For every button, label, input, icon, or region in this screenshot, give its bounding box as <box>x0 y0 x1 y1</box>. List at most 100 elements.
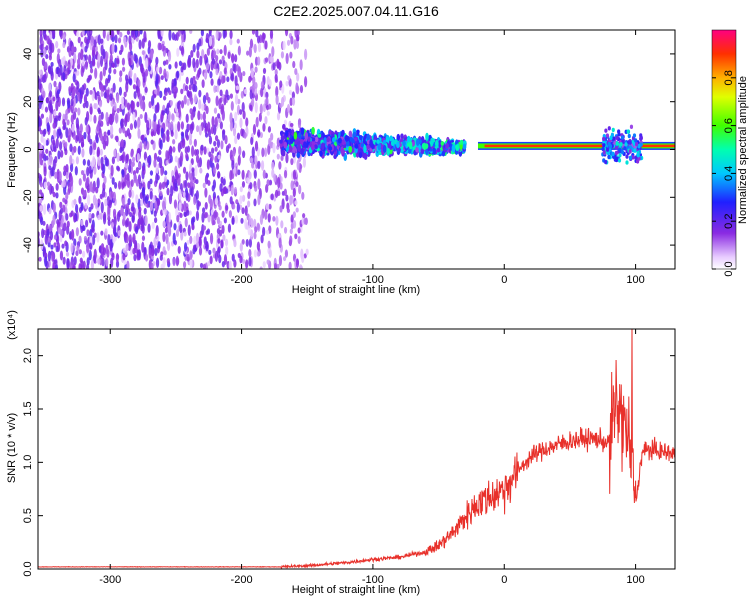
spectrogram-blob <box>207 261 211 267</box>
spectrogram-blob <box>165 150 169 161</box>
spectrogram-blob <box>265 203 269 211</box>
spectrogram-blob <box>173 178 178 187</box>
spectrogram-blob <box>119 31 123 38</box>
spectrogram-blob <box>156 85 160 97</box>
colorbar-gradient <box>711 29 737 270</box>
spectrogram-blob <box>155 163 159 174</box>
spectrogram-blob <box>271 46 275 57</box>
spectrogram-blob <box>180 45 184 56</box>
spectrogram-blob <box>156 235 160 241</box>
spectrogram-blob <box>128 164 132 173</box>
spectrogram-blob <box>52 214 56 225</box>
spectrogram-blob <box>195 232 200 244</box>
spectrogram-blob <box>76 80 80 90</box>
spectrogram-blob <box>634 138 638 143</box>
spectrogram-blob <box>88 249 92 261</box>
spectrogram-blob <box>242 70 246 77</box>
spectrogram-blob <box>190 112 194 121</box>
spectrogram-blob <box>48 207 52 215</box>
spectrogram-blob <box>203 146 207 155</box>
spectrogram-blob <box>191 167 195 173</box>
spectrogram-blob <box>281 149 286 157</box>
spectrogram-blob <box>154 200 158 210</box>
spectrogram-blob <box>64 141 68 148</box>
spectrogram-blob <box>72 73 76 83</box>
spectrogram-blob <box>290 35 294 45</box>
spectrogram-blob <box>122 253 126 261</box>
spectrogram-blob <box>180 100 185 109</box>
spectrogram-blob <box>158 182 163 190</box>
spectrogram-blob <box>102 48 106 60</box>
spectrogram-blob <box>351 138 355 144</box>
spectrogram-blob <box>166 187 170 196</box>
spectrogram-blob <box>602 142 606 148</box>
spectrogram-blob <box>41 57 46 67</box>
spectrogram-blob <box>164 170 168 176</box>
spectrogram-blob <box>376 139 380 144</box>
spectrogram-blob <box>222 234 226 242</box>
spectrogram-blob <box>231 253 235 262</box>
spectrogram-blob <box>184 84 189 92</box>
spectrogram-blob <box>191 145 195 157</box>
spectrogram-blob <box>213 85 217 93</box>
spectrogram-blob <box>186 240 190 245</box>
spectrogram-blob <box>125 234 129 244</box>
spectrogram-blob <box>153 158 157 168</box>
spectrogram-blob <box>111 62 116 68</box>
spectrogram-blob <box>254 66 258 73</box>
spectrogram-blob <box>69 212 73 218</box>
spectrogram-blob <box>215 54 219 62</box>
spectrogram-blob <box>267 240 271 249</box>
spectrogram-blob <box>276 137 280 148</box>
spectrogram-blob <box>55 115 59 122</box>
colorbar: 0.0 0.2 0.4 0.6 0.8 Normalized spectral ampl… <box>711 29 749 277</box>
spectrogram-blob <box>171 113 175 121</box>
spectrogram-blob <box>219 121 223 130</box>
spectrogram-blob <box>271 161 275 170</box>
spectrogram-blob <box>40 43 44 51</box>
spectrogram-blob <box>214 155 218 163</box>
spectrogram-blob <box>121 181 126 189</box>
spectrogram-blob <box>257 160 261 170</box>
spectrogram-blob <box>134 30 139 38</box>
spectrogram-blob <box>195 210 200 221</box>
spectrogram-blob <box>128 40 133 52</box>
snr-frame <box>37 328 676 570</box>
spectrogram-blob <box>163 250 167 256</box>
spectrogram-blob <box>45 139 49 146</box>
spectrogram-blob <box>352 131 357 139</box>
spectrogram-blob <box>184 179 188 188</box>
spectrogram-blob <box>62 71 66 81</box>
spectrogram-blob <box>133 53 137 62</box>
spectrogram-blob <box>633 148 637 153</box>
snr-line <box>38 329 675 569</box>
spectrogram-blob <box>237 169 241 176</box>
spectrogram-blob <box>86 30 91 37</box>
spectrogram-blob <box>219 97 223 104</box>
x-tick-label: 100 <box>626 274 644 286</box>
spectrogram-blob <box>146 156 151 164</box>
spectrogram-blob <box>86 257 90 266</box>
spectrogram-blob <box>165 70 169 80</box>
spectrogram-blob <box>239 242 243 252</box>
spectrogram-blob <box>78 235 82 244</box>
spectrogram-blob <box>194 164 198 177</box>
spectrogram-blob <box>234 54 238 63</box>
spectrogram-blob <box>180 88 184 95</box>
spectrogram-blob <box>216 216 220 225</box>
spectrogram-blob <box>211 214 215 226</box>
spectrogram-blob <box>344 135 349 142</box>
spectrogram-blob <box>66 220 70 228</box>
spectrogram-blob <box>292 211 296 218</box>
spectrogram-blob <box>156 198 161 207</box>
spectrogram-blob <box>245 177 250 183</box>
spectrogram-blob <box>289 228 293 235</box>
spectrogram-blob <box>130 179 134 188</box>
spectrogram-blob <box>168 63 172 70</box>
spectrogram-blob <box>348 146 353 153</box>
spectrogram-blob <box>253 169 257 179</box>
spectrogram-blob <box>141 241 145 253</box>
spectrogram-blob <box>58 209 62 221</box>
spectrogram-blob <box>263 147 268 157</box>
spectrogram-blob <box>198 99 202 110</box>
